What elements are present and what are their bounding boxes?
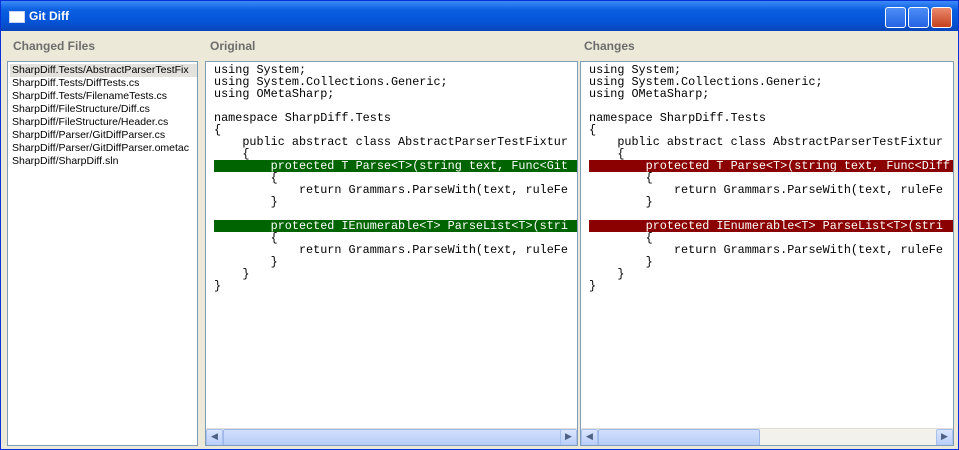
code-line: using System; <box>214 63 307 77</box>
highlighted-code-line: protected IEnumerable<T> ParseList<T>(st… <box>214 220 577 232</box>
code-line: } <box>214 267 250 281</box>
code-line: return Grammars.ParseWith(text, ruleFe <box>214 243 568 257</box>
code-line: { <box>589 147 625 161</box>
scroll-right[interactable]: ▶ <box>560 429 577 445</box>
code-line: return Grammars.ParseWith(text, ruleFe <box>589 183 943 197</box>
code-line: using System.Collections.Generic; <box>214 75 448 89</box>
code-line: } <box>589 195 653 209</box>
code-line: using System.Collections.Generic; <box>589 75 823 89</box>
file-item[interactable]: SharpDiff.Tests/AbstractParserTestFix <box>10 64 197 77</box>
pane-header: Changes <box>584 39 635 53</box>
file-item[interactable]: SharpDiff/Parser/GitDiffParser.cs <box>12 129 166 141</box>
code-line: using OMetaSharp; <box>589 87 710 101</box>
changes-view: using System; using System.Collections.Ge… <box>580 61 954 446</box>
horizontal-scrollbar[interactable]: ◀ ▶ <box>581 428 953 445</box>
highlighted-code-line: protected T Parse<T>(string text, Func<D… <box>589 160 953 172</box>
file-item[interactable]: SharpDiff.Tests/DiffTests.cs <box>12 77 140 89</box>
scroll-thumb[interactable] <box>223 429 565 445</box>
window-icon <box>9 11 25 23</box>
minimize-button[interactable] <box>885 7 906 28</box>
code-line: } <box>214 255 278 269</box>
file-item[interactable]: SharpDiff/Parser/GitDiffParser.ometac <box>12 142 190 154</box>
code-line: namespace SharpDiff.Tests <box>589 111 766 125</box>
file-item[interactable]: SharpDiff.Tests/FilenameTests.cs <box>12 90 168 102</box>
scroll-left[interactable]: ◀ <box>581 429 598 445</box>
code-line: } <box>589 255 653 269</box>
code-line: { <box>214 123 222 137</box>
close-button[interactable] <box>931 7 952 28</box>
code-line: namespace SharpDiff.Tests <box>214 111 391 125</box>
scroll-thumb[interactable] <box>598 429 760 445</box>
file-item[interactable]: SharpDiff/FileStructure/Header.cs <box>12 116 169 128</box>
maximize-button[interactable] <box>908 7 929 28</box>
original-view: using System; using System.Collections.Ge… <box>205 61 578 446</box>
title-bar: Git Diff <box>1 1 958 31</box>
code-line: } <box>589 267 625 281</box>
code-line: { <box>214 171 278 185</box>
window-title: Git Diff <box>29 9 69 23</box>
code-line: { <box>214 147 250 161</box>
code-line: { <box>589 123 597 137</box>
code-line: { <box>589 171 653 185</box>
highlighted-code-line: protected IEnumerable<T> ParseList<T>(st… <box>589 220 953 232</box>
code-line: return Grammars.ParseWith(text, ruleFe <box>214 183 568 197</box>
code-line: } <box>214 195 278 209</box>
horizontal-scrollbar[interactable]: ◀ ▶ <box>206 428 577 445</box>
scroll-right[interactable]: ▶ <box>936 429 953 445</box>
file-item[interactable]: SharpDiff/FileStructure/Diff.cs <box>12 103 150 115</box>
code-line: } <box>589 279 597 293</box>
pane-header: Original <box>210 39 256 53</box>
code-line: using OMetaSharp; <box>214 87 335 101</box>
code-line: { <box>214 231 278 245</box>
highlighted-code-line: protected T Parse<T>(string text, Func<G… <box>214 160 577 172</box>
code-line: public abstract class AbstractParserTest… <box>589 135 943 149</box>
scroll-left[interactable]: ◀ <box>206 429 223 445</box>
file-item[interactable]: SharpDiff/SharpDiff.sln <box>12 155 119 167</box>
code-line: return Grammars.ParseWith(text, ruleFe <box>589 243 943 257</box>
code-line: public abstract class AbstractParserTest… <box>214 135 568 149</box>
pane-header: Changed Files <box>13 39 96 53</box>
code-line: using System; <box>589 63 682 77</box>
code-line: } <box>214 279 222 293</box>
file-list[interactable]: SharpDiff.Tests/AbstractParserTestFix Sha… <box>7 61 198 446</box>
code-line: { <box>589 231 653 245</box>
